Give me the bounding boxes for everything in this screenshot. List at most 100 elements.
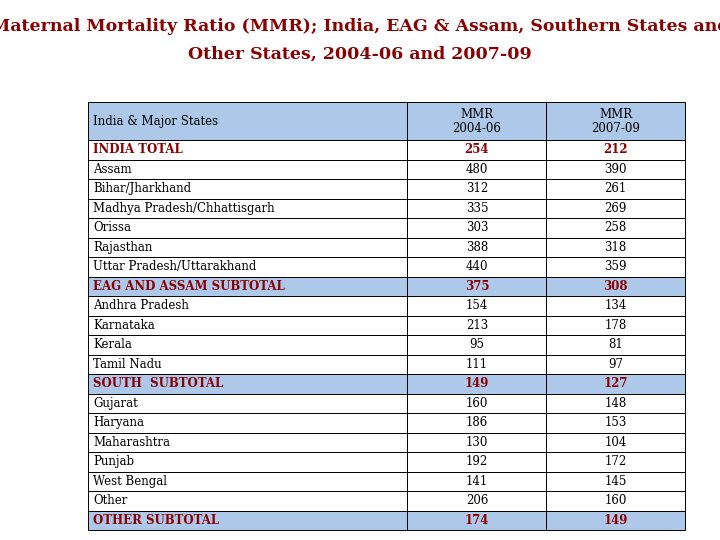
Text: 160: 160 (466, 397, 488, 410)
Bar (88, 218, 408, 238)
Bar (546, 102, 685, 140)
Bar (546, 315, 685, 335)
Bar (408, 413, 546, 433)
Bar (546, 374, 685, 394)
Text: 186: 186 (466, 416, 488, 429)
Bar (88, 491, 408, 510)
Text: Bihar/Jharkhand: Bihar/Jharkhand (93, 183, 191, 195)
Text: 388: 388 (466, 241, 488, 254)
Bar (408, 471, 546, 491)
Bar (88, 276, 408, 296)
Text: India & Major States: India & Major States (93, 114, 218, 127)
Text: 95: 95 (469, 338, 485, 351)
Text: 174: 174 (464, 514, 489, 526)
Bar (408, 315, 546, 335)
Bar (88, 159, 408, 179)
Bar (546, 159, 685, 179)
Bar (408, 179, 546, 199)
Bar (546, 296, 685, 315)
Text: 303: 303 (466, 221, 488, 234)
Text: Andhra Pradesh: Andhra Pradesh (93, 299, 189, 312)
Text: 97: 97 (608, 357, 624, 371)
Text: Haryana: Haryana (93, 416, 144, 429)
Bar (546, 199, 685, 218)
Bar (88, 315, 408, 335)
Text: 104: 104 (605, 436, 627, 449)
Bar (88, 335, 408, 354)
Text: 390: 390 (605, 163, 627, 176)
Text: 149: 149 (603, 514, 628, 526)
Bar (546, 276, 685, 296)
Text: 153: 153 (605, 416, 627, 429)
Text: 269: 269 (605, 202, 627, 215)
Text: SOUTH  SUBTOTAL: SOUTH SUBTOTAL (93, 377, 223, 390)
Text: West Bengal: West Bengal (93, 475, 167, 488)
Bar (546, 179, 685, 199)
Bar (546, 257, 685, 276)
Bar (408, 296, 546, 315)
Bar (546, 354, 685, 374)
Text: Gujarat: Gujarat (93, 397, 138, 410)
Bar (408, 102, 546, 140)
Text: Other: Other (93, 494, 127, 507)
Bar (408, 374, 546, 394)
Text: 318: 318 (605, 241, 627, 254)
Text: Assam: Assam (93, 163, 132, 176)
Text: 81: 81 (608, 338, 623, 351)
Text: INDIA TOTAL: INDIA TOTAL (93, 143, 183, 156)
Bar (546, 140, 685, 159)
Text: 312: 312 (466, 183, 488, 195)
Text: Tamil Nadu: Tamil Nadu (93, 357, 161, 371)
Text: 127: 127 (603, 377, 628, 390)
Bar (408, 335, 546, 354)
Bar (408, 433, 546, 452)
Text: Uttar Pradesh/Uttarakhand: Uttar Pradesh/Uttarakhand (93, 260, 256, 273)
Bar (88, 510, 408, 530)
Bar (546, 452, 685, 471)
Text: 141: 141 (466, 475, 488, 488)
Text: 258: 258 (605, 221, 627, 234)
Text: 154: 154 (466, 299, 488, 312)
Text: 148: 148 (605, 397, 627, 410)
Bar (408, 218, 546, 238)
Text: 160: 160 (605, 494, 627, 507)
Bar (88, 433, 408, 452)
Bar (546, 471, 685, 491)
Bar (408, 257, 546, 276)
Text: 440: 440 (466, 260, 488, 273)
Bar (88, 413, 408, 433)
Text: 130: 130 (466, 436, 488, 449)
Text: 480: 480 (466, 163, 488, 176)
Text: EAG AND ASSAM SUBTOTAL: EAG AND ASSAM SUBTOTAL (93, 280, 284, 293)
Bar (88, 199, 408, 218)
Bar (88, 140, 408, 159)
Bar (88, 257, 408, 276)
Bar (408, 140, 546, 159)
Bar (546, 238, 685, 257)
Text: 261: 261 (605, 183, 627, 195)
Bar (546, 394, 685, 413)
Text: 254: 254 (464, 143, 489, 156)
Text: 335: 335 (466, 202, 488, 215)
Text: 212: 212 (603, 143, 628, 156)
Bar (88, 471, 408, 491)
Bar (546, 335, 685, 354)
Text: 308: 308 (603, 280, 628, 293)
Text: MMR
2004-06: MMR 2004-06 (452, 107, 501, 134)
Bar (408, 238, 546, 257)
Bar (408, 452, 546, 471)
Bar (88, 238, 408, 257)
Text: 206: 206 (466, 494, 488, 507)
Bar (546, 510, 685, 530)
Bar (88, 374, 408, 394)
Text: 192: 192 (466, 455, 488, 468)
Text: 145: 145 (605, 475, 627, 488)
Bar (546, 413, 685, 433)
Text: 359: 359 (605, 260, 627, 273)
Text: Maternal Mortality Ratio (MMR); India, EAG & Assam, Southern States and: Maternal Mortality Ratio (MMR); India, E… (0, 18, 720, 35)
Text: 149: 149 (464, 377, 489, 390)
Text: 178: 178 (605, 319, 627, 332)
Bar (88, 102, 408, 140)
Bar (546, 218, 685, 238)
Text: Karnataka: Karnataka (93, 319, 155, 332)
